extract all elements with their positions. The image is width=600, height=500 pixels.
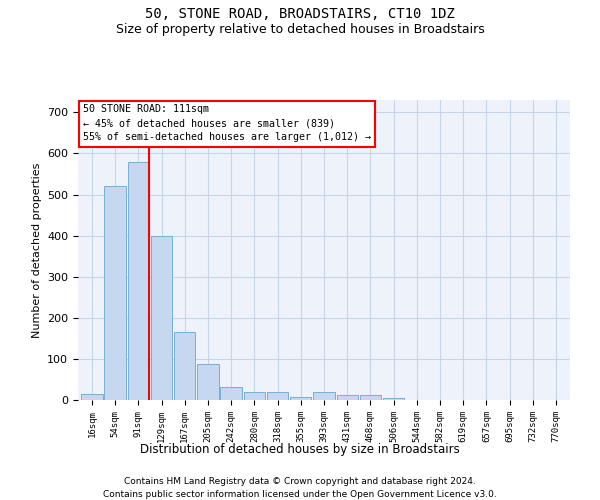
Bar bbox=[197, 364, 218, 400]
Bar bbox=[174, 332, 196, 400]
Text: 50 STONE ROAD: 111sqm
← 45% of detached houses are smaller (839)
55% of semi-det: 50 STONE ROAD: 111sqm ← 45% of detached … bbox=[83, 104, 371, 142]
Bar bbox=[383, 398, 404, 400]
Text: 50, STONE ROAD, BROADSTAIRS, CT10 1DZ: 50, STONE ROAD, BROADSTAIRS, CT10 1DZ bbox=[145, 8, 455, 22]
Bar bbox=[128, 162, 149, 400]
Bar bbox=[267, 392, 288, 400]
Y-axis label: Number of detached properties: Number of detached properties bbox=[32, 162, 41, 338]
Bar bbox=[337, 395, 358, 400]
Bar bbox=[151, 236, 172, 400]
Text: Contains public sector information licensed under the Open Government Licence v3: Contains public sector information licen… bbox=[103, 490, 497, 499]
Bar bbox=[290, 396, 311, 400]
Bar bbox=[220, 387, 242, 400]
Bar bbox=[360, 395, 381, 400]
Text: Contains HM Land Registry data © Crown copyright and database right 2024.: Contains HM Land Registry data © Crown c… bbox=[124, 478, 476, 486]
Text: Size of property relative to detached houses in Broadstairs: Size of property relative to detached ho… bbox=[116, 22, 484, 36]
Text: Distribution of detached houses by size in Broadstairs: Distribution of detached houses by size … bbox=[140, 442, 460, 456]
Bar bbox=[81, 394, 103, 400]
Bar bbox=[313, 392, 335, 400]
Bar bbox=[244, 392, 265, 400]
Bar bbox=[104, 186, 126, 400]
